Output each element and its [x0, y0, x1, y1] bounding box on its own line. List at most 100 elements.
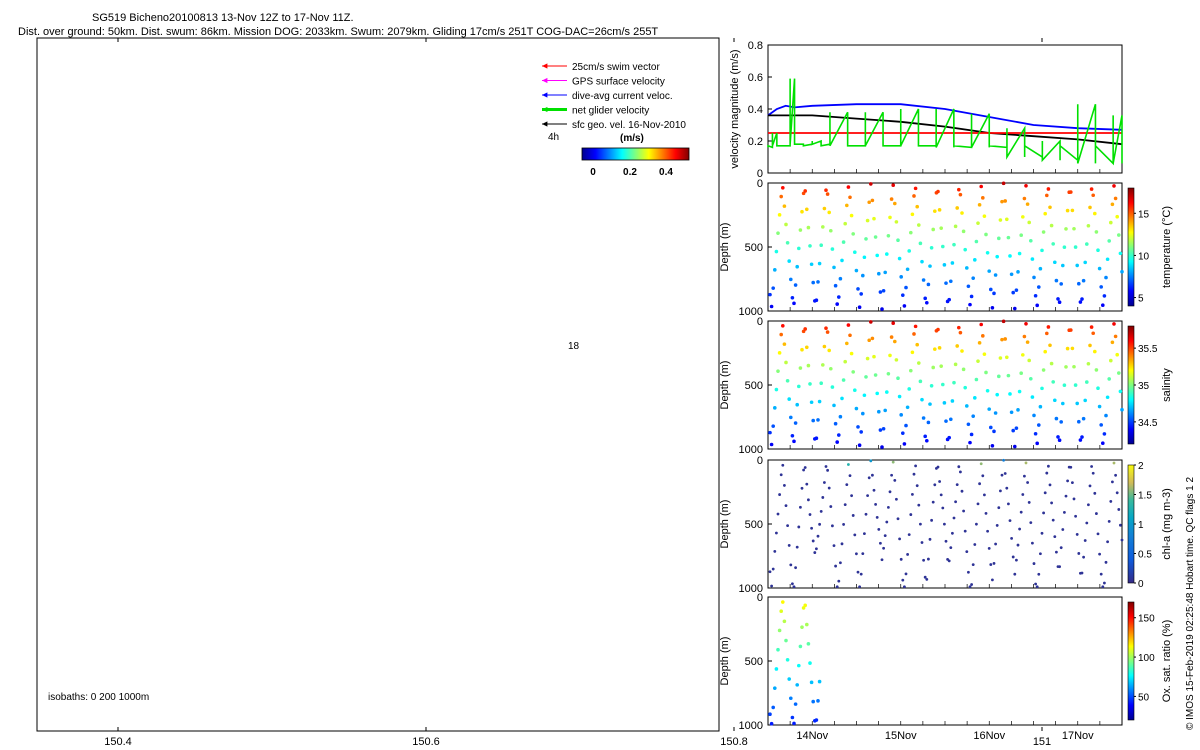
profile-point [1013, 572, 1017, 576]
profile-point [883, 534, 887, 538]
profile-point [952, 380, 956, 385]
profile-point [936, 465, 940, 469]
profile-point [1057, 438, 1062, 443]
profile-point [985, 389, 990, 393]
profile-point [904, 285, 908, 290]
profile-point [1096, 248, 1100, 253]
profile-point [771, 567, 775, 571]
profile-point [817, 261, 822, 266]
profile-point [1017, 389, 1022, 394]
profile-point [1011, 555, 1015, 559]
profile-point [830, 385, 835, 389]
profile-point [782, 204, 787, 208]
profile-point [1109, 220, 1113, 225]
profile-point [1032, 275, 1036, 280]
profile-point [965, 266, 969, 270]
profile-point [888, 215, 892, 220]
depth-y-tick-label: 0 [757, 316, 763, 328]
profile-point [829, 366, 833, 371]
profile-point [894, 358, 899, 362]
depth-y-tick-label: 500 [745, 656, 763, 668]
profile-point [872, 216, 876, 221]
velocity-series-line [767, 103, 1123, 131]
profile-point [807, 498, 810, 502]
profile-point [768, 430, 772, 435]
profile-point [990, 443, 995, 448]
profile-point [1040, 248, 1044, 253]
profile-point [987, 407, 991, 411]
profile-point [777, 351, 782, 355]
colorbar-label: (m/s) [620, 133, 644, 144]
profile-point [997, 506, 1001, 510]
profile-point [897, 394, 902, 399]
profile-point [1000, 337, 1004, 342]
profile-point [771, 705, 775, 710]
profile-point [863, 532, 866, 536]
colorbar-tick-label: 35.5 [1138, 344, 1158, 355]
profile-point [841, 378, 846, 382]
profile-point [793, 702, 798, 706]
profile-point [966, 422, 971, 427]
profile-point [901, 578, 905, 582]
profile-point [875, 391, 879, 396]
profile-point [1093, 491, 1097, 495]
profile-point [931, 500, 935, 504]
profile-point [971, 276, 975, 280]
profile-point [915, 484, 919, 488]
profile-point [1043, 349, 1047, 354]
profile-point [1091, 193, 1095, 198]
profile-point [816, 699, 820, 703]
profile-point [917, 361, 921, 365]
salinity-panel: 0 500 1000 Depth (m) 34.5 35 35.5 salinity [719, 316, 1173, 456]
profile-point [781, 600, 785, 604]
depth-y-tick-label: 500 [745, 380, 763, 392]
colorbar-label: temperature (°C) [1161, 206, 1173, 288]
profile-point [848, 195, 852, 200]
profile-point [1027, 501, 1031, 504]
profile-point [1035, 585, 1039, 589]
profile-point [881, 426, 886, 431]
profile-point [1051, 242, 1055, 246]
profile-point [1117, 508, 1121, 511]
profile-point [1117, 371, 1121, 375]
profile-point [1058, 565, 1061, 569]
profile-point [809, 680, 814, 685]
profile-point [982, 214, 987, 218]
profile-point [1046, 187, 1051, 191]
profile-point [1090, 465, 1093, 468]
profile-point [873, 235, 878, 239]
profile-point [1022, 196, 1027, 201]
profile-point [878, 290, 883, 294]
profile-point [928, 537, 932, 541]
profile-point [840, 396, 844, 401]
profile-point [918, 379, 923, 384]
profile-point [977, 341, 982, 345]
map-x-tick-label: 151 [1033, 736, 1051, 748]
profile-point [1085, 380, 1089, 384]
map-axes-frame [36, 37, 720, 732]
profile-point [843, 359, 847, 364]
profile-point [937, 208, 942, 212]
profile-point [864, 512, 868, 516]
profile-point [869, 459, 873, 463]
profile-point [977, 203, 982, 207]
profile-point [976, 359, 980, 363]
profile-point [949, 546, 953, 550]
profile-point [803, 466, 807, 469]
profile-point [1105, 257, 1110, 262]
profile-point [1064, 494, 1068, 498]
profile-point [789, 277, 793, 282]
profile-point [942, 401, 947, 405]
profile-point [926, 282, 931, 287]
colorbar-tick-label: 1 [1138, 520, 1144, 531]
profile-point [793, 283, 798, 287]
profile-point [891, 183, 895, 188]
profile-point [967, 570, 970, 574]
profile-point [1094, 230, 1099, 234]
profile-point [782, 619, 787, 624]
profile-point [1093, 211, 1097, 216]
profile-point [966, 284, 971, 289]
profile-point [777, 628, 782, 633]
profile-point [1024, 183, 1028, 188]
profile-point [857, 305, 862, 310]
